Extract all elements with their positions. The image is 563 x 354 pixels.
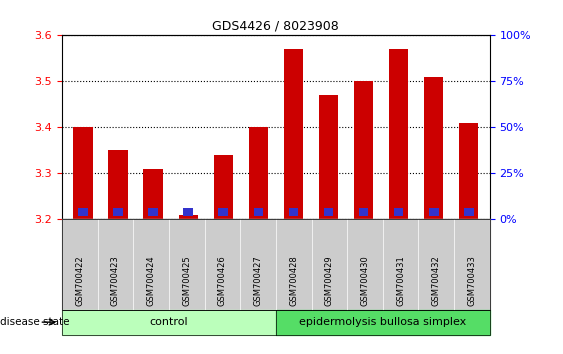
- Bar: [284, 49, 303, 219]
- Text: GSM700433: GSM700433: [467, 255, 476, 306]
- Bar: [359, 208, 368, 216]
- Bar: [78, 208, 88, 216]
- Bar: [144, 169, 163, 219]
- Bar: [459, 123, 479, 219]
- Text: GSM700429: GSM700429: [325, 256, 334, 306]
- Text: GSM700423: GSM700423: [111, 256, 120, 306]
- Text: GSM700432: GSM700432: [432, 256, 441, 306]
- Bar: [429, 208, 439, 216]
- Text: GSM700430: GSM700430: [360, 256, 369, 306]
- Text: disease state: disease state: [0, 317, 69, 327]
- Text: GSM700426: GSM700426: [218, 256, 227, 306]
- Bar: [148, 208, 158, 216]
- Text: GSM700424: GSM700424: [146, 256, 155, 306]
- Bar: [464, 208, 473, 216]
- Bar: [249, 127, 268, 219]
- Bar: [424, 77, 443, 219]
- Text: GSM700431: GSM700431: [396, 256, 405, 306]
- Bar: [109, 150, 128, 219]
- Bar: [389, 49, 408, 219]
- Bar: [289, 208, 298, 216]
- Bar: [253, 208, 263, 216]
- Text: GSM700425: GSM700425: [182, 256, 191, 306]
- Bar: [394, 208, 404, 216]
- Legend: transformed count, percentile rank within the sample: transformed count, percentile rank withi…: [63, 305, 254, 329]
- Bar: [354, 81, 373, 219]
- Bar: [218, 208, 228, 216]
- Bar: [113, 208, 123, 216]
- Bar: [324, 208, 333, 216]
- Text: GSM700427: GSM700427: [253, 256, 262, 306]
- Bar: [178, 215, 198, 219]
- Bar: [184, 208, 193, 216]
- Text: GSM700422: GSM700422: [75, 256, 84, 306]
- Text: control: control: [150, 317, 188, 327]
- Bar: [319, 95, 338, 219]
- Bar: [73, 127, 93, 219]
- Title: GDS4426 / 8023908: GDS4426 / 8023908: [212, 20, 339, 33]
- Text: epidermolysis bullosa simplex: epidermolysis bullosa simplex: [299, 317, 467, 327]
- Bar: [213, 155, 233, 219]
- Text: GSM700428: GSM700428: [289, 256, 298, 306]
